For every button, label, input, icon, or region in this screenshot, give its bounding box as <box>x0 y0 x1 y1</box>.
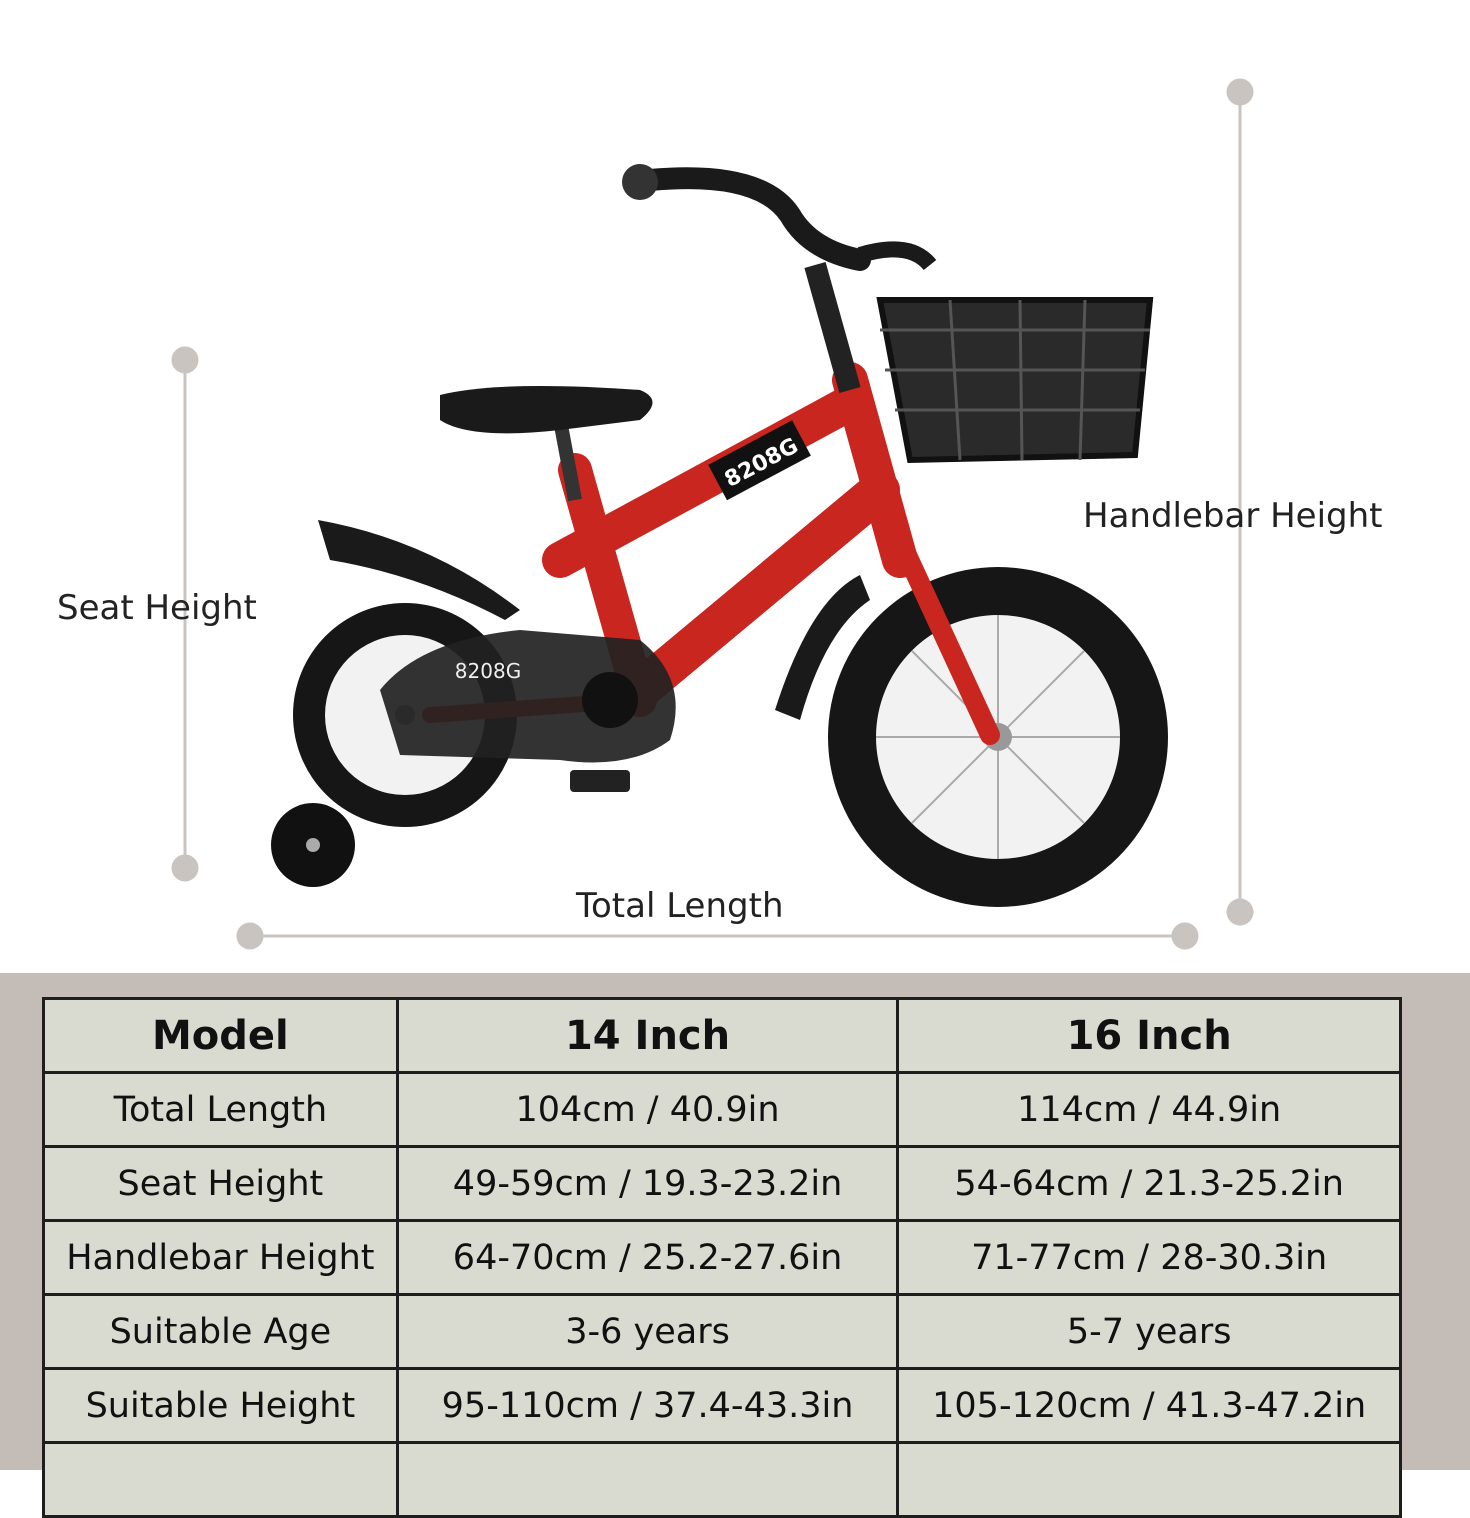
table-cell: 54-64cm / 21.3-25.2in <box>896 1145 1402 1222</box>
front-fender <box>775 575 870 720</box>
handlebar-height-dimension <box>1226 78 1254 926</box>
training-wheel <box>271 803 355 887</box>
table-cell: 104cm / 40.9in <box>395 1071 900 1148</box>
table-cell: 105-120cm / 41.3-47.2in <box>896 1367 1402 1444</box>
table-row: Suitable Age 3-6 years 5-7 years <box>42 1293 1402 1370</box>
product-image-area: 8208G 8208G Seat Height Handlebar Height… <box>57 78 1383 950</box>
stem <box>804 262 861 393</box>
total-length-label: Total Length <box>576 886 784 926</box>
table-row: Total Length 104cm / 40.9in 114cm / 44.9… <box>42 1071 1402 1148</box>
basket <box>876 297 1154 464</box>
crank <box>582 672 638 728</box>
table-row: Seat Height 49-59cm / 19.3-23.2in 54-64c… <box>42 1145 1402 1222</box>
rear-fender <box>318 520 520 620</box>
table-cell: 71-77cm / 28-30.3in <box>896 1219 1402 1296</box>
table-cell: 3-6 years <box>395 1293 900 1370</box>
total-length-dimension <box>236 922 1199 950</box>
seat-height-dimension <box>171 346 199 882</box>
frame-badge <box>708 420 811 501</box>
seat <box>440 386 653 434</box>
table-row-partial <box>42 1441 1402 1518</box>
table-cell <box>395 1441 900 1518</box>
row-label: Suitable Age <box>42 1293 399 1370</box>
header-cell: 16 Inch <box>896 997 1402 1074</box>
seat-height-label: Seat Height <box>57 588 257 628</box>
handlebar-height-label: Handlebar Height <box>1083 496 1383 536</box>
chain-guard-badge: 8208G <box>455 659 521 683</box>
row-label: Handlebar Height <box>42 1219 399 1296</box>
grip <box>622 164 658 200</box>
row-label: Total Length <box>42 1071 399 1148</box>
bike-illustration: 8208G 8208G <box>171 78 1254 950</box>
table-cell: 114cm / 44.9in <box>896 1071 1402 1148</box>
seat-post <box>553 418 582 502</box>
header-cell: 14 Inch <box>395 997 900 1074</box>
table-cell: 5-7 years <box>896 1293 1402 1370</box>
table-row: Suitable Height 95-110cm / 37.4-43.3in 1… <box>42 1367 1402 1444</box>
chain-guard <box>380 630 676 763</box>
table-cell <box>42 1441 399 1518</box>
table-cell: 49-59cm / 19.3-23.2in <box>395 1145 900 1222</box>
header-cell: Model <box>42 997 399 1074</box>
spec-table: Model 14 Inch 16 Inch Total Length 104cm… <box>42 997 1402 1518</box>
table-cell: 95-110cm / 37.4-43.3in <box>395 1367 900 1444</box>
handlebar-right <box>857 241 937 271</box>
table-cell: 64-70cm / 25.2-27.6in <box>395 1219 900 1296</box>
table-row: Handlebar Height 64-70cm / 25.2-27.6in 7… <box>42 1219 1402 1296</box>
pedal <box>570 770 630 792</box>
table-header-row: Model 14 Inch 16 Inch <box>42 997 1402 1074</box>
row-label: Suitable Height <box>42 1367 399 1444</box>
handlebar <box>639 167 871 271</box>
row-label: Seat Height <box>42 1145 399 1222</box>
table-cell <box>896 1441 1402 1518</box>
